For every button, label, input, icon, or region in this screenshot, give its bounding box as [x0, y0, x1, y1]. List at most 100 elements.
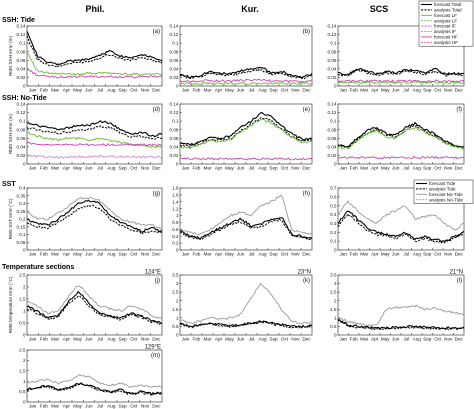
xtick-label: Jan — [29, 337, 37, 342]
xtick-label: Jul — [97, 252, 103, 257]
series-line-forecast-total — [337, 121, 465, 148]
xtick-label: May — [73, 88, 82, 93]
ytick-label: 0.15 — [17, 224, 26, 229]
xtick-label: Nov — [291, 166, 300, 171]
xtick-label: Jan — [29, 166, 37, 171]
xtick-label: Apr — [371, 88, 379, 93]
xtick-label: Feb — [193, 166, 201, 171]
ytick-label: 0.3 — [330, 221, 337, 226]
xtick-label: Feb — [40, 252, 48, 257]
ytick-label: 0.04 — [170, 144, 179, 149]
ytick-label: 1 — [23, 379, 26, 384]
xtick-label: Apr — [63, 166, 71, 171]
xtick-label: Oct — [434, 252, 442, 257]
xtick-label: Dec — [302, 337, 311, 342]
xtick-label: Feb — [350, 252, 358, 257]
series-line-forecast-hf — [179, 78, 313, 84]
xtick-label: Jul — [249, 166, 255, 171]
xtick-label: May — [73, 404, 82, 409]
xtick-label: Jun — [85, 88, 93, 93]
series-line-analysis-tide — [337, 213, 465, 244]
series-line-forecast-no-tide — [179, 194, 313, 236]
panel-g: 0 0.05 0.1 0.15 0.2 0.25 0.3 0.35 0.4 Jan Feb Mar Ap… — [8, 186, 163, 257]
xtick-label: Jan — [182, 166, 190, 171]
xtick-label: Dec — [455, 252, 464, 257]
panel-label: (f) — [456, 107, 462, 113]
series-line-analysis-total — [26, 125, 163, 140]
series-line-forecast-no-tide — [337, 304, 465, 327]
xtick-label: Mar — [51, 88, 59, 93]
xtick-label: Nov — [141, 88, 150, 93]
xtick-label: Aug — [258, 166, 267, 171]
xtick-label: Oct — [434, 337, 442, 342]
panel-label: (a) — [153, 29, 160, 35]
ytick-label: 0.05 — [17, 240, 26, 245]
ytick-label: 0.5 — [330, 203, 337, 208]
col-header-kur: Kur. — [241, 4, 259, 14]
xtick-label: Nov — [141, 404, 150, 409]
xtick-label: Jul — [97, 166, 103, 171]
ytick-label: 0.1 — [19, 119, 26, 124]
ytick-label: 2.5 — [19, 273, 26, 278]
xtick-label: Apr — [215, 88, 223, 93]
xtick-label: Mar — [51, 404, 59, 409]
xtick-label: Sep — [423, 337, 432, 342]
xtick-label: Aug — [413, 88, 422, 93]
xtick-label: Oct — [281, 166, 289, 171]
xtick-label: Jun — [85, 337, 93, 342]
xtick-label: May — [73, 166, 82, 171]
legend-entry: analysis LF — [434, 18, 457, 23]
ytick-label: 0.12 — [17, 110, 26, 115]
xtick-label: Jul — [249, 337, 255, 342]
xtick-label: Jul — [97, 88, 103, 93]
ytick-label: 0.1 — [19, 41, 26, 46]
ytick-label: 0.04 — [328, 144, 337, 149]
series-line-forecast-no-tide — [26, 285, 163, 319]
ytick-label: 2 — [23, 285, 26, 290]
xtick-label: Apr — [215, 252, 223, 257]
ytick-label: 0.06 — [328, 58, 337, 63]
xtick-label: Mar — [51, 252, 59, 257]
panel-label: (l) — [457, 278, 462, 284]
xtick-label: Jun — [237, 252, 245, 257]
series-line-analysis-tide — [179, 218, 313, 241]
ytick-label: 0.35 — [17, 193, 26, 198]
ytick-label: 0.08 — [17, 127, 26, 132]
series-line-forecast-hf — [26, 68, 163, 79]
xtick-label: Feb — [193, 337, 201, 342]
row-label-temperature: Temperature sections — [2, 264, 74, 271]
ytick-label: 0.14 — [17, 102, 26, 107]
xtick-label: Oct — [130, 337, 138, 342]
xtick-label: Jul — [97, 337, 103, 342]
ytick-label: 0.12 — [170, 110, 179, 115]
panel-e: 0 0.02 0.04 0.06 0.08 0.1 0.12 0.14 Jan Feb Mar Apr… — [170, 102, 313, 171]
ytick-label: 0.06 — [328, 136, 337, 141]
xtick-label: Feb — [350, 337, 358, 342]
legend-entry: forecast HF — [434, 35, 458, 40]
series-line-forecast-hf — [337, 155, 465, 160]
ytick-label: 0.06 — [17, 136, 26, 141]
ytick-label: 0 — [176, 162, 179, 167]
xtick-label: Mar — [51, 337, 59, 342]
ytick-label: 0 — [334, 248, 337, 253]
xtick-label: Feb — [40, 88, 48, 93]
series-line-forecast-lf — [26, 131, 163, 149]
panel-label: (h) — [303, 191, 310, 197]
ytick-label: 2.5 — [172, 290, 179, 295]
xtick-label: Jul — [403, 88, 409, 93]
ytick-label: 0.5 — [172, 324, 179, 329]
xtick-label: Nov — [444, 88, 453, 93]
xtick-label: Jun — [237, 88, 245, 93]
xtick-label: Jun — [85, 404, 93, 409]
xtick-label: Aug — [258, 88, 267, 93]
series-line-forecast-lf — [179, 81, 313, 86]
ytick-label: 1.5 — [19, 297, 26, 302]
ytick-label: 0 — [176, 333, 179, 338]
ytick-label: 0 — [334, 84, 337, 89]
xtick-label: Feb — [193, 252, 201, 257]
xtick-label: Dec — [455, 166, 464, 171]
panel-label: (m) — [151, 353, 160, 359]
panel-label: (k) — [303, 278, 310, 284]
ytick-label: 0.08 — [328, 127, 337, 132]
xtick-label: May — [225, 337, 234, 342]
